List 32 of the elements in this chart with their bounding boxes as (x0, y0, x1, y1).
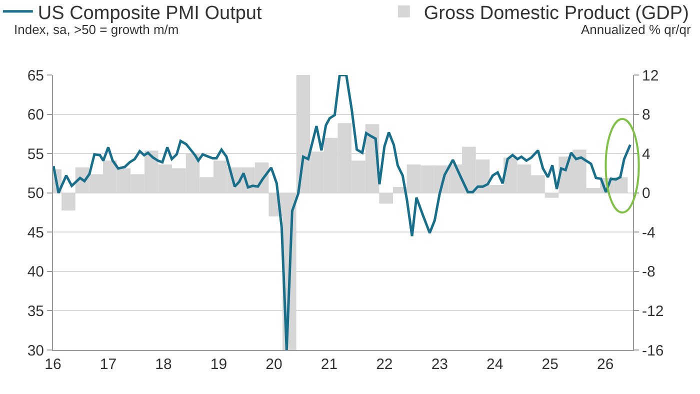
x-tick-label: 21 (320, 356, 338, 373)
legend-label: Gross Domestic Product (GDP) (424, 2, 689, 24)
y2-tick-label: 0 (642, 185, 650, 202)
y2-tick-label: -16 (642, 342, 664, 360)
x-tick-label: 24 (486, 356, 504, 373)
y-tick-label: 45 (27, 224, 44, 242)
y-tick-label: 50 (27, 185, 44, 202)
x-tick-label: 18 (155, 356, 172, 373)
x-tick-label: 23 (431, 356, 448, 373)
y-tick-label: 40 (27, 264, 44, 281)
y-tick-label: 60 (27, 106, 44, 124)
y2-tick-label: 4 (642, 146, 650, 163)
legend-label: US Composite PMI Output (38, 2, 262, 24)
y2-tick-label: -8 (642, 264, 656, 281)
y2-tick-label: 8 (642, 106, 650, 124)
x-tick-label: 25 (542, 356, 558, 373)
y-tick-label: 35 (27, 302, 44, 320)
y2-tick-label: -12 (642, 302, 664, 320)
y2-tick-label: 12 (642, 67, 659, 84)
x-tick-label: 19 (210, 356, 228, 373)
y2-tick-label: -4 (642, 224, 656, 242)
y2-axis-title: Annualized % qr/qr (581, 22, 692, 37)
x-tick-label: 16 (44, 356, 62, 373)
y-axis-title: Index, sa, >50 = growth m/m (14, 22, 179, 37)
x-tick-label: 22 (376, 356, 393, 373)
y-tick-label: 55 (27, 146, 44, 163)
y-tick-label: 65 (27, 67, 44, 84)
x-tick-label: 20 (266, 356, 282, 373)
x-tick-label: 26 (597, 356, 614, 373)
y-tick-label: 30 (27, 342, 44, 360)
line-series (53, 75, 632, 350)
x-tick-label: 17 (100, 356, 117, 373)
